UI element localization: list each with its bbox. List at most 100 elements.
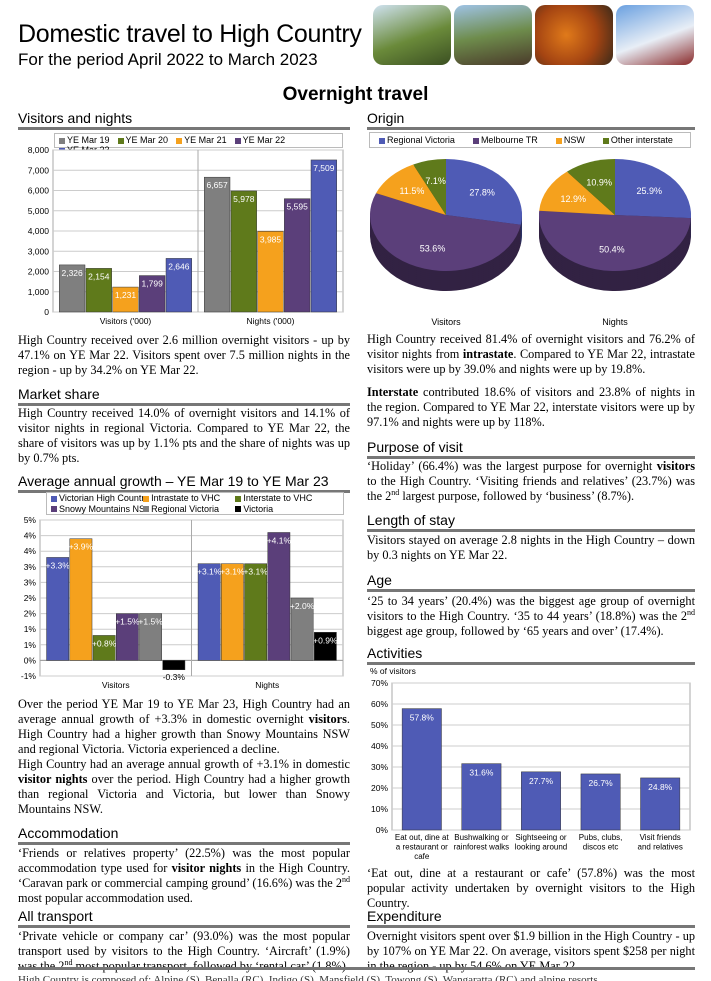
y-tick-label: -1% [21, 671, 37, 681]
legend-label: YE Mar 21 [184, 135, 227, 145]
x-category-label: discos etc [583, 843, 619, 852]
bar-data-label: +3.1% [220, 567, 245, 577]
heading-purpose: Purpose of visit [367, 439, 695, 459]
photo-skier [616, 5, 694, 65]
origin-text-2: Interstate contributed 18.6% of visitors… [367, 385, 695, 430]
bar-data-label: +3.1% [197, 567, 222, 577]
legend-item: Melbourne TR [472, 135, 538, 145]
y-tick-label: 0% [24, 655, 37, 665]
stay-text: Visitors stayed on average 2.8 nights in… [367, 533, 695, 562]
text: biggest age group, followed by ‘65 years… [367, 624, 664, 638]
bar [244, 563, 268, 661]
origin-pie-charts: 27.8% 53.6% 11.5%7.1% Visitors 25.9% 50.4% 12.… [370, 159, 691, 327]
bar-data-label: 2,326 [61, 268, 83, 278]
legend-swatch [602, 137, 609, 144]
bar [197, 563, 221, 661]
bar-data-label: +4.1% [267, 535, 292, 545]
bar [310, 159, 337, 313]
bar-data-label: 2,646 [168, 261, 190, 271]
y-tick-label: 7,000 [28, 165, 50, 175]
activities-text: ‘Eat out, dine at a restaurant or cafe’ … [367, 866, 695, 910]
legend-label: YE Mar 22 [242, 135, 286, 145]
legend-label: Intrastate to VHC [151, 493, 221, 504]
bar [139, 275, 166, 313]
legend-swatch [472, 137, 479, 144]
bar-data-label: +0.8% [92, 638, 117, 648]
heading-accommodation: Accommodation [18, 825, 350, 845]
y-tick-label: 1,000 [28, 287, 50, 297]
y-tick-label: 50% [371, 720, 388, 730]
y-tick-label: 5,000 [28, 206, 50, 216]
bar-data-label: +3.3% [46, 560, 71, 570]
pie-data-label: 25.9% [636, 186, 662, 196]
legend-swatch [176, 137, 183, 144]
legend-label: YE Mar 19 [67, 135, 110, 145]
text: most popular transport, followed by ‘ren… [72, 959, 349, 973]
bar-data-label: 3,985 [260, 234, 282, 244]
page-title: Domestic travel to High Country [18, 20, 362, 48]
pie-slice [413, 159, 446, 215]
legend-label: Snowy Mountains NSW [59, 503, 144, 514]
footer-note: High Country is composed of: Alpine (S),… [18, 974, 601, 981]
bar-data-label: 1,231 [115, 290, 137, 300]
y-tick-label: 4,000 [28, 226, 50, 236]
y-tick-label: 2% [24, 609, 37, 619]
bar-data-label: +0.9% [313, 635, 338, 645]
legend-item: YE Mar 20 [117, 135, 168, 145]
text-bold: visitor nights [18, 772, 88, 786]
heading-visitors-nights: Visitors and nights [18, 110, 350, 130]
bar [204, 176, 231, 313]
text: most popular accommodation used. [18, 891, 193, 905]
legend-item: Regional Victoria [143, 504, 235, 514]
y-tick-label: 6,000 [28, 186, 50, 196]
legend-item: YE Mar 21 [176, 135, 227, 145]
text: Over the period YE Mar 19 to YE Mar 23, … [18, 697, 350, 726]
visitors-nights-text: High Country received over 2.6 million o… [18, 333, 350, 377]
x-category-label: rainforest walks [454, 843, 510, 852]
heading-transport: All transport [18, 908, 350, 928]
bar [313, 632, 337, 661]
legend-item: NSW [555, 135, 585, 145]
bar [267, 532, 291, 661]
text: over the period. High Country had a high… [18, 772, 350, 816]
text-bold: visitor nights [171, 861, 242, 875]
sup: nd [342, 874, 350, 884]
legend-swatch [143, 495, 150, 502]
heading-market-share: Market share [18, 386, 350, 406]
photo-horse-riders [454, 5, 532, 65]
purpose-text: ‘Holiday’ (66.4%) was the largest purpos… [367, 459, 695, 504]
bar [69, 538, 93, 661]
legend-label: Victoria [243, 503, 274, 514]
pie-data-label: 12.9% [560, 194, 586, 204]
bar [116, 613, 139, 661]
age-text: ‘25 to 34 years’ (20.4%) was the biggest… [367, 594, 695, 639]
y-axis-title: % of visitors [370, 666, 416, 676]
pie-data-label: 50.4% [599, 245, 625, 255]
text: ‘Private vehicle or company car’ (93.0%)… [18, 929, 350, 973]
growth-text-1: Over the period YE Mar 19 to YE Mar 23, … [18, 697, 350, 757]
growth-text-2: High Country had an average annual growt… [18, 757, 350, 817]
x-category-label: a restaurant or [396, 843, 448, 852]
y-tick-label: 20% [371, 783, 388, 793]
text: High Country received 81.4% of overnight… [367, 332, 695, 361]
pie-data-label: 27.8% [469, 188, 495, 198]
heading-age: Age [367, 572, 695, 592]
pie-title: Nights [602, 317, 628, 327]
legend-label: NSW [563, 135, 585, 145]
activities-chart: % of visitors 0% 10% 20% 30% 40% 50% 60% 70% 57.8… [370, 666, 691, 861]
x-category-label: Visitors ('000) [100, 316, 152, 326]
bar [290, 597, 314, 661]
y-tick-label: 0 [44, 307, 49, 317]
y-tick-label: 40% [371, 741, 388, 751]
chart-legend: Victorian High Country Intrastate to VHC I… [46, 492, 344, 515]
legend-item: Regional Victoria [379, 135, 455, 145]
x-category-label: cafe [414, 852, 430, 861]
legend-swatch [117, 137, 124, 144]
text: ‘25 to 34 years’ (20.4%) was the biggest… [367, 594, 695, 623]
pie-data-label: 11.5% [400, 186, 425, 196]
market-share-text: High Country received 14.0% of overnight… [18, 406, 350, 465]
page-subtitle: For the period April 2022 to March 2023 [18, 50, 318, 69]
pie-title: Visitors [431, 317, 461, 327]
legend-swatch [555, 137, 562, 144]
pie-slice [615, 159, 691, 219]
